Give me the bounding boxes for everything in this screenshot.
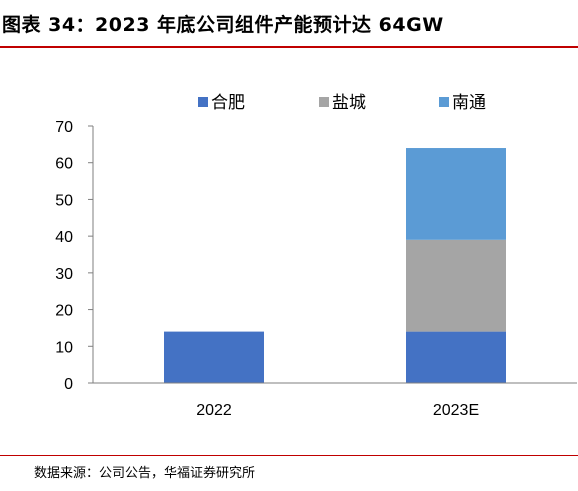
chart-title: 图表 34：2023 年底公司组件产能预计达 64GW	[2, 14, 444, 36]
footer-divider	[0, 455, 578, 456]
bar-2023E-南通	[406, 148, 506, 240]
x-axis: 2022 2023E	[93, 382, 577, 419]
legend-swatch	[198, 97, 208, 107]
bar-2022-合肥	[164, 331, 264, 383]
y-tick-label: 20	[55, 303, 73, 320]
y-axis: 0 10 20 30 40 50 60 70	[55, 119, 94, 393]
bar-2023E-合肥	[406, 331, 506, 383]
legend-label: 南通	[452, 93, 486, 112]
y-tick-label: 30	[55, 266, 73, 283]
source-note: 数据来源：公司公告，华福证券研究所	[34, 466, 256, 481]
legend-label: 合肥	[211, 93, 245, 112]
legend: 合肥 盐城 南通	[198, 93, 486, 112]
legend-swatch	[319, 97, 329, 107]
x-tick-label: 2023E	[433, 402, 479, 419]
legend-label: 盐城	[332, 93, 366, 112]
y-tick-label: 0	[64, 376, 73, 393]
x-tick-label: 2022	[196, 402, 232, 419]
y-tick-label: 70	[55, 119, 73, 136]
bar-2023E-盐城	[406, 239, 506, 332]
legend-swatch	[439, 97, 449, 107]
bars	[164, 148, 506, 383]
y-tick-label: 60	[55, 156, 73, 173]
title-divider	[0, 46, 578, 48]
stacked-bar-chart: 合肥 盐城 南通 0 10 20 30 40 50 60 70 2022 2023E	[55, 93, 577, 419]
y-tick-label: 10	[55, 339, 73, 356]
y-tick-label: 40	[55, 229, 73, 246]
y-tick-label: 50	[55, 192, 73, 209]
